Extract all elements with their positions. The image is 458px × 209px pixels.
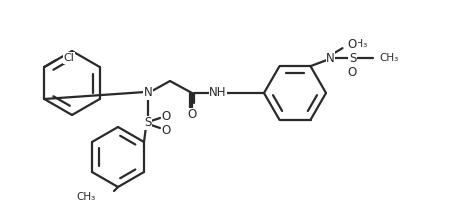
- Text: O: O: [348, 66, 357, 79]
- Text: N: N: [326, 52, 335, 65]
- Text: CH₃: CH₃: [380, 53, 399, 63]
- Text: N: N: [144, 87, 153, 99]
- Text: NH: NH: [209, 87, 227, 99]
- Text: O: O: [348, 38, 357, 51]
- Text: O: O: [187, 108, 196, 121]
- Text: Cl: Cl: [63, 53, 74, 63]
- Text: S: S: [144, 116, 152, 130]
- Text: CH₃: CH₃: [77, 192, 96, 202]
- Text: S: S: [349, 52, 356, 65]
- Text: CH₃: CH₃: [349, 39, 368, 49]
- Text: O: O: [161, 124, 171, 136]
- Text: O: O: [161, 110, 171, 122]
